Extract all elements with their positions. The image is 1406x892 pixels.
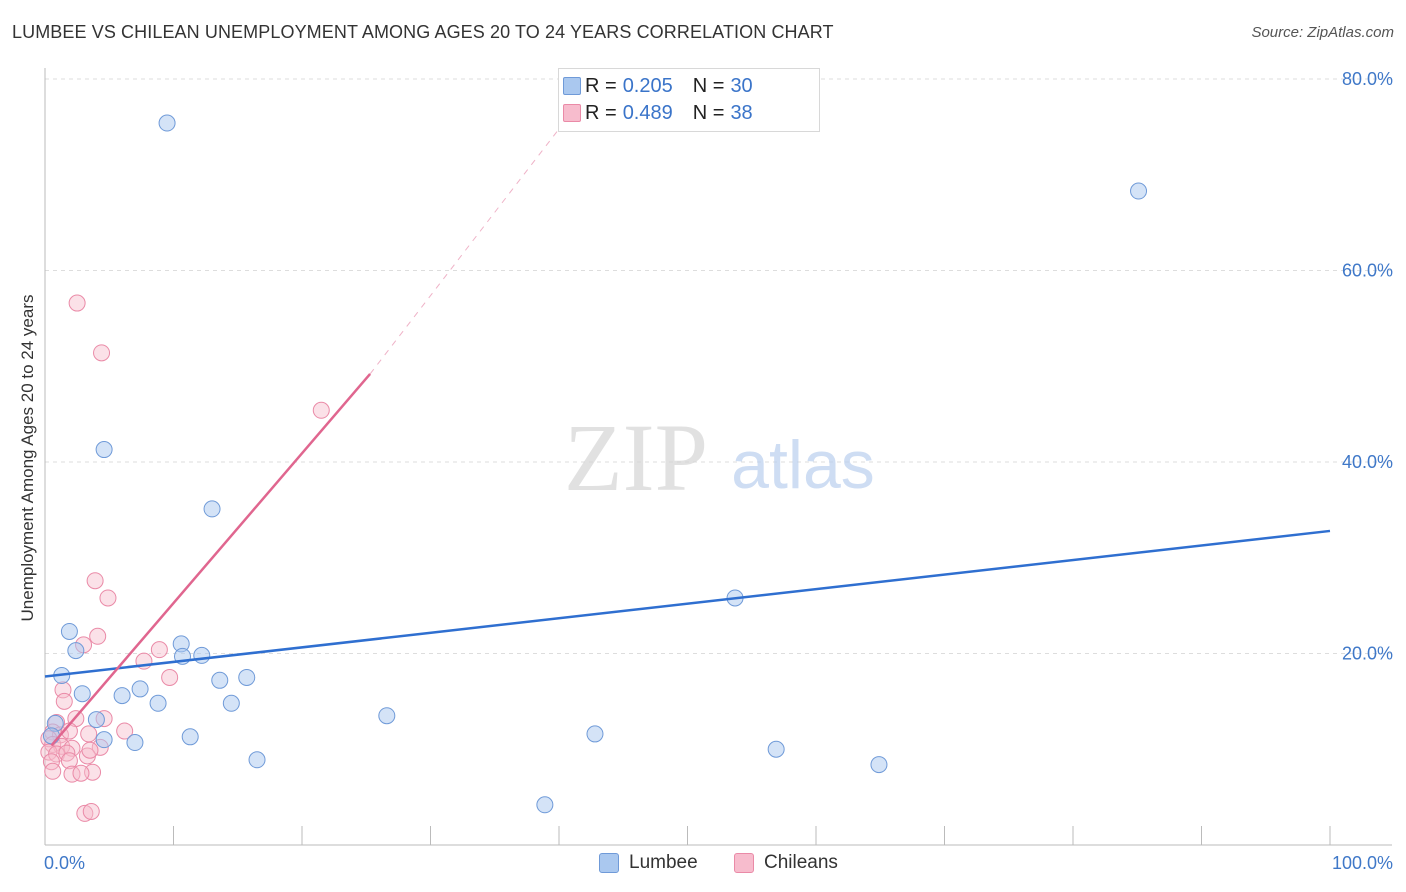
x-tick-label: 0.0% bbox=[44, 853, 85, 873]
lumbee-point bbox=[95, 731, 113, 749]
legend-label-lumbee: Lumbee bbox=[629, 852, 698, 873]
legend-label-chileans: Chileans bbox=[764, 852, 838, 873]
lumbee-point bbox=[193, 646, 211, 664]
r-value: 0.205 bbox=[622, 74, 673, 97]
lumbee-point bbox=[87, 711, 105, 729]
lumbee-point bbox=[203, 500, 221, 518]
lumbee-point bbox=[131, 680, 149, 698]
x-tick-label: 100.0% bbox=[1332, 853, 1393, 873]
chileans-swatch bbox=[563, 104, 581, 122]
trend-lines bbox=[44, 78, 1331, 747]
r-label: R = bbox=[585, 74, 617, 97]
series-legend: Lumbee Chileans bbox=[0, 852, 1406, 878]
lumbee-point bbox=[149, 694, 167, 712]
y-tick-label: 40.0% bbox=[1342, 452, 1393, 472]
lumbee-point bbox=[238, 668, 256, 686]
lumbee-point bbox=[378, 707, 396, 725]
tick-labels: 20.0% 40.0% 60.0% 80.0% 0.0% 100.0% bbox=[44, 69, 1393, 873]
legend-row-lumbee: R = 0.205 N = 30 bbox=[563, 74, 753, 98]
lumbee-point bbox=[211, 671, 229, 689]
lumbee-point bbox=[113, 687, 131, 705]
chart-title: LUMBEE VS CHILEAN UNEMPLOYMENT AMONG AGE… bbox=[12, 22, 834, 42]
lumbee-legend-swatch bbox=[599, 853, 619, 873]
lumbee-point bbox=[1130, 182, 1148, 200]
chileans-point bbox=[161, 668, 179, 686]
lumbee-point bbox=[767, 740, 785, 758]
lumbee-point bbox=[60, 622, 78, 640]
chileans-point bbox=[82, 802, 100, 820]
chileans-point bbox=[93, 344, 111, 362]
r-label: R = bbox=[585, 101, 617, 124]
lumbee-swatch bbox=[563, 77, 581, 95]
chileans-point bbox=[116, 722, 134, 740]
watermark: ZIP atlas bbox=[564, 404, 875, 511]
chileans-point bbox=[81, 741, 99, 759]
n-label: N = bbox=[692, 101, 725, 124]
chileans-point bbox=[312, 401, 330, 419]
lumbee-point bbox=[586, 725, 604, 743]
chileans-point bbox=[150, 641, 168, 659]
chileans-point bbox=[89, 627, 107, 645]
lumbee-point bbox=[67, 642, 85, 660]
chileans-point bbox=[99, 589, 117, 607]
lumbee-point bbox=[158, 114, 176, 132]
chileans-point bbox=[76, 804, 94, 822]
chileans-trend-extension bbox=[369, 78, 598, 375]
chileans-point bbox=[63, 739, 81, 757]
chileans-point bbox=[63, 765, 81, 783]
y-axis-label: Unemployment Among Ages 20 to 24 years bbox=[18, 294, 37, 622]
chileans-point bbox=[86, 572, 104, 590]
chileans-point bbox=[72, 764, 90, 782]
lumbee-point bbox=[181, 728, 199, 746]
grid-lines bbox=[45, 78, 1392, 654]
y-tick-label: 80.0% bbox=[1342, 69, 1393, 89]
chileans-point bbox=[68, 294, 86, 312]
chileans-point bbox=[55, 692, 73, 710]
axes bbox=[44, 68, 1392, 846]
lumbee-point bbox=[126, 734, 144, 752]
lumbee-point bbox=[95, 441, 113, 459]
lumbee-point bbox=[536, 796, 554, 814]
lumbee-trend-line bbox=[44, 529, 1331, 678]
lumbee-point bbox=[870, 756, 888, 774]
n-value: 30 bbox=[730, 74, 753, 97]
y-tick-label: 20.0% bbox=[1342, 644, 1393, 664]
n-label: N = bbox=[692, 74, 725, 97]
legend-item-chileans[interactable]: Chileans bbox=[734, 852, 838, 874]
chileans-point bbox=[80, 725, 98, 743]
chileans-point bbox=[44, 762, 62, 780]
n-value: 38 bbox=[730, 101, 753, 124]
chileans-point bbox=[60, 752, 78, 770]
watermark-zip: ZIP bbox=[564, 404, 708, 511]
lumbee-point bbox=[222, 694, 240, 712]
legend-item-lumbee[interactable]: Lumbee bbox=[599, 852, 698, 874]
correlation-legend: R = 0.205 N = 30 R = 0.489 N = 38 bbox=[558, 68, 820, 132]
chileans-legend-swatch bbox=[734, 853, 754, 873]
source-credit: Source: ZipAtlas.com bbox=[1251, 24, 1394, 41]
y-tick-label: 60.0% bbox=[1342, 261, 1393, 281]
lumbee-point bbox=[42, 727, 60, 745]
lumbee-point bbox=[73, 685, 91, 703]
legend-row-chileans: R = 0.489 N = 38 bbox=[563, 101, 753, 125]
chileans-trend-line bbox=[50, 373, 372, 747]
lumbee-point bbox=[248, 751, 266, 769]
watermark-atlas: atlas bbox=[731, 427, 875, 503]
r-value: 0.489 bbox=[622, 101, 673, 124]
